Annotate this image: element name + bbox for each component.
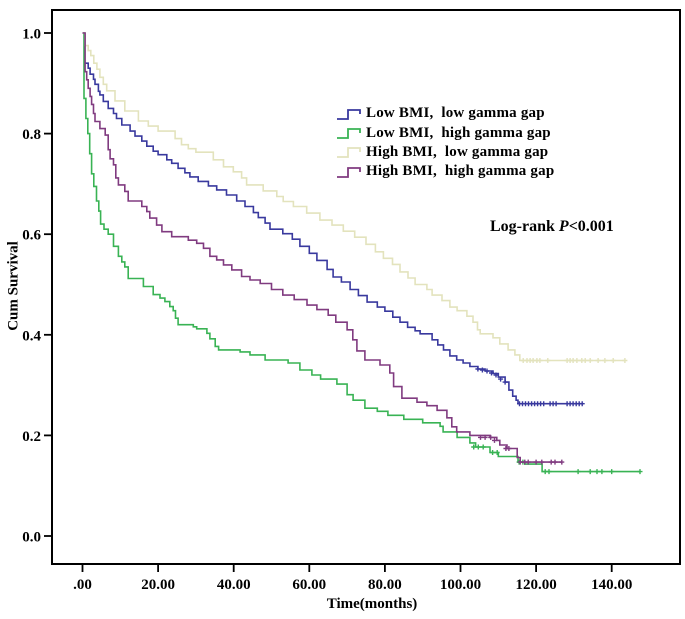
censor-mark-low-bmi-high-gamma-gap [480, 444, 486, 450]
x-tick-label: .00 [73, 577, 92, 593]
y-tick-label: 0.0 [22, 530, 41, 546]
legend-item-low-bmi-low-gamma-gap: Low BMI, low gamma gap [336, 104, 554, 123]
step-line-icon [337, 108, 361, 120]
legend-label: High BMI, high gamma gap [366, 163, 555, 180]
y-tick-label: 0.6 [22, 228, 41, 244]
censor-mark-high-bmi-high-gamma-gap [552, 459, 558, 465]
censor-mark-high-bmi-high-gamma-gap [517, 459, 523, 465]
log-rank-text: Log-rank [490, 218, 559, 235]
step-line-icon [337, 147, 361, 159]
censor-mark-low-bmi-low-gamma-gap [489, 370, 494, 376]
censor-mark-low-bmi-low-gamma-gap [484, 368, 490, 374]
censor-mark-high-bmi-high-gamma-gap [533, 459, 539, 465]
censor-mark-high-bmi-low-gamma-gap [545, 358, 551, 363]
legend-label: Low BMI, low gamma gap [366, 105, 545, 122]
censor-mark-high-bmi-low-gamma-gap [587, 358, 593, 363]
log-rank-annotation: Log-rank P<0.001 [490, 218, 614, 236]
x-tick-label: 120.00 [515, 577, 556, 593]
legend-label: High BMI, low gamma gap [366, 143, 549, 160]
y-axis-title: Cum Survival [5, 241, 22, 331]
censor-mark-low-bmi-high-gamma-gap [475, 444, 481, 450]
censor-mark-high-bmi-low-gamma-gap [537, 358, 543, 363]
y-tick-label: 1.0 [22, 27, 41, 43]
x-tick-label: 60.00 [292, 577, 326, 593]
legend: Low BMI, low gamma gap Low BMI, high gam… [336, 104, 554, 182]
censor-mark-low-bmi-high-gamma-gap [609, 469, 615, 475]
curve-high-bmi-high-gamma-gap [82, 32, 562, 463]
censor-mark-low-bmi-high-gamma-gap [494, 450, 500, 455]
censor-mark-low-bmi-high-gamma-gap [471, 444, 477, 450]
censor-mark-low-bmi-low-gamma-gap [553, 401, 559, 407]
censor-mark-low-bmi-high-gamma-gap [546, 469, 552, 475]
censor-mark-low-bmi-low-gamma-gap [498, 376, 504, 382]
x-axis-title: Time(months) [326, 596, 418, 612]
censor-mark-low-bmi-low-gamma-gap [479, 367, 485, 373]
censor-mark-high-bmi-low-gamma-gap [595, 358, 601, 363]
censor-mark-high-bmi-high-gamma-gap [559, 459, 565, 465]
censor-mark-low-bmi-low-gamma-gap [475, 366, 481, 372]
y-tick-label: 0.2 [22, 429, 41, 445]
step-line-icon [337, 166, 361, 178]
censor-mark-high-bmi-high-gamma-gap [539, 459, 545, 465]
censor-mark-low-bmi-high-gamma-gap [490, 450, 496, 455]
censor-mark-high-bmi-high-gamma-gap [488, 434, 494, 440]
plot-frame [51, 9, 681, 565]
legend-item-high-bmi-high-gamma-gap: High BMI, high gamma gap [336, 162, 554, 181]
censor-mark-high-bmi-high-gamma-gap [506, 446, 512, 451]
step-line-icon [337, 128, 361, 139]
y-tick-label: 0.8 [22, 127, 41, 143]
censor-mark-low-bmi-low-gamma-gap [579, 401, 585, 407]
curve-low-bmi-high-gamma-gap [82, 32, 640, 473]
legend-item-low-bmi-high-gamma-gap: Low BMI, high gamma gap [336, 123, 554, 142]
x-tick-label: 100.00 [440, 577, 481, 593]
censor-mark-low-bmi-high-gamma-gap [587, 469, 593, 475]
censor-mark-high-bmi-low-gamma-gap [602, 358, 608, 363]
legend-label: Low BMI, high gamma gap [366, 124, 551, 141]
curve-low-bmi-low-gamma-gap [82, 32, 584, 405]
censor-mark-low-bmi-high-gamma-gap [637, 469, 643, 475]
legend-item-high-bmi-low-gamma-gap: High BMI, low gamma gap [336, 143, 554, 162]
censor-mark-high-bmi-high-gamma-gap [525, 459, 531, 465]
censor-mark-high-bmi-high-gamma-gap [492, 437, 497, 443]
censor-mark-high-bmi-low-gamma-gap [610, 358, 616, 363]
x-tick-label: 80.00 [368, 577, 402, 593]
log-rank-value: <0.001 [568, 218, 614, 235]
censor-mark-low-bmi-high-gamma-gap [594, 469, 600, 475]
censor-mark-high-bmi-high-gamma-gap [482, 434, 488, 440]
censor-mark-high-bmi-low-gamma-gap [622, 358, 628, 363]
x-tick-label: 140.00 [591, 577, 632, 593]
y-tick-label: 0.4 [22, 328, 41, 344]
curve-high-bmi-low-gamma-gap [82, 32, 626, 362]
censor-mark-low-bmi-high-gamma-gap [575, 469, 581, 475]
censor-mark-high-bmi-low-gamma-gap [574, 358, 580, 363]
censor-mark-low-bmi-low-gamma-gap [493, 372, 499, 378]
censor-mark-high-bmi-high-gamma-gap [478, 434, 483, 440]
x-tick-label: 20.00 [141, 577, 175, 593]
log-rank-p-symbol: P [558, 218, 569, 235]
censor-mark-high-bmi-low-gamma-gap [582, 358, 588, 363]
censor-mark-low-bmi-low-gamma-gap [541, 401, 547, 407]
censor-mark-low-bmi-high-gamma-gap [599, 469, 605, 475]
x-tick-label: 40.00 [217, 577, 251, 593]
censor-mark-low-bmi-low-gamma-gap [502, 379, 508, 385]
